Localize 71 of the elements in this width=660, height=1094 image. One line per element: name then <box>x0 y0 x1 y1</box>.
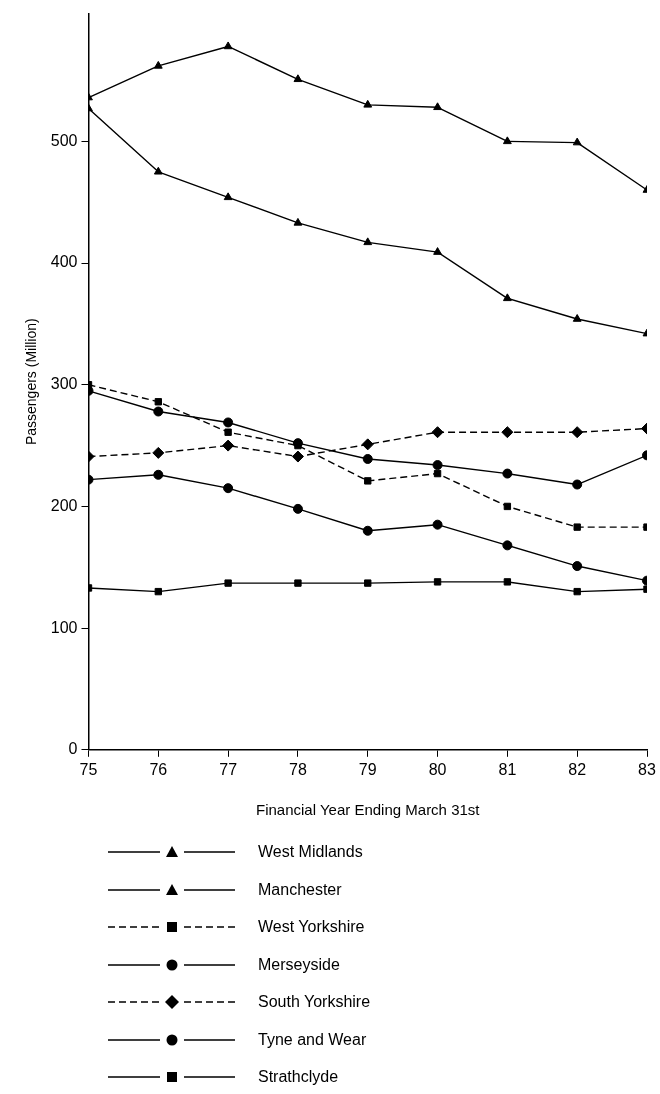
point <box>223 483 234 494</box>
y-tick-label: 0 <box>68 740 78 758</box>
y-tick-label: 200 <box>50 496 78 514</box>
y-tick-label: 500 <box>50 131 78 149</box>
point <box>433 469 442 478</box>
point <box>224 579 232 587</box>
point <box>572 137 582 146</box>
point <box>433 247 442 255</box>
x-axis-title: Financial Year Ending March 31st <box>256 801 481 819</box>
point <box>572 561 583 572</box>
x-tick-label: 78 <box>289 760 307 778</box>
point <box>153 469 164 480</box>
point <box>152 446 165 459</box>
point <box>361 438 374 451</box>
point <box>571 426 584 439</box>
point <box>432 460 443 471</box>
point <box>503 578 512 586</box>
legend-label: West Midlands <box>258 842 363 862</box>
x-tick-label: 76 <box>149 760 168 778</box>
legend-label: Tyne and Wear <box>258 1029 367 1050</box>
point <box>223 417 234 428</box>
point <box>153 166 163 175</box>
point <box>293 74 303 83</box>
point <box>363 237 373 246</box>
point <box>501 426 514 439</box>
point <box>502 293 512 302</box>
legend-label: West Yorkshire <box>258 917 365 937</box>
y-tick-label: 400 <box>50 253 78 271</box>
point <box>572 479 583 490</box>
point <box>153 60 163 69</box>
point <box>292 503 303 514</box>
point <box>294 579 302 587</box>
point <box>154 398 162 406</box>
x-tick-label: 75 <box>79 760 98 778</box>
point <box>223 192 233 201</box>
x-tick-label: 79 <box>358 760 377 778</box>
point <box>433 102 442 111</box>
x-tick-label: 82 <box>568 760 587 778</box>
legend-label: Strathclyde <box>258 1067 339 1087</box>
point <box>363 99 373 108</box>
point <box>502 136 512 145</box>
point <box>573 587 581 596</box>
legend-label: Merseyside <box>258 954 340 975</box>
x-tick-label: 80 <box>428 760 447 778</box>
point <box>433 578 442 586</box>
x-tick-label: 83 <box>638 760 656 778</box>
point <box>502 468 513 479</box>
y-tick-label: 300 <box>50 375 78 393</box>
point <box>364 579 372 587</box>
point <box>224 428 232 436</box>
point <box>293 217 303 226</box>
x-tick-label: 77 <box>219 760 238 778</box>
point <box>432 519 443 530</box>
y-axis-title: Passengers (Million) <box>23 318 40 446</box>
point <box>362 453 373 464</box>
point <box>572 314 582 322</box>
x-tick-label: 81 <box>498 760 517 778</box>
point <box>503 502 512 511</box>
legend-label: Manchester <box>258 879 342 900</box>
point <box>502 540 513 551</box>
point <box>291 450 304 463</box>
point <box>573 523 581 531</box>
point <box>364 477 372 485</box>
point <box>223 41 233 50</box>
legend-label: South Yorkshire <box>258 992 371 1012</box>
point <box>154 587 162 596</box>
point <box>431 426 444 439</box>
point <box>222 439 235 452</box>
y-tick-label: 100 <box>50 618 78 636</box>
point <box>153 406 164 417</box>
point <box>362 525 373 536</box>
